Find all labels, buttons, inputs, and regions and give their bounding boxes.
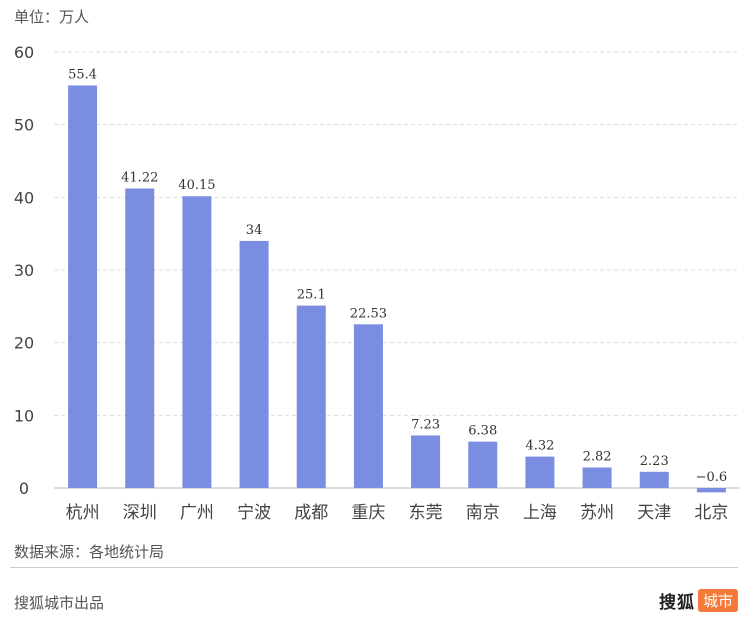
data-source: 数据来源：各地统计局: [14, 543, 165, 561]
data-label: 41.22: [121, 170, 158, 185]
bar: [468, 441, 498, 488]
y-tick-label: 40: [14, 188, 34, 207]
x-tick-label: 广州: [180, 503, 214, 523]
sohu-city-logo: 搜狐 城市: [659, 588, 738, 613]
x-tick-label: 重庆: [351, 503, 385, 523]
bar: [68, 85, 98, 488]
x-tick-label: 天津: [637, 503, 671, 523]
y-tick-label: 50: [14, 116, 34, 135]
bar: [411, 435, 441, 488]
x-tick-label: 上海: [523, 503, 557, 523]
bar: [639, 471, 669, 488]
bar: [239, 240, 269, 488]
data-label: 2.23: [640, 454, 669, 469]
y-tick-label: 0: [19, 479, 29, 498]
data-label: 34: [246, 223, 263, 238]
x-tick-label: 东莞: [409, 503, 443, 523]
data-label: 22.53: [350, 306, 387, 321]
credit-text: 搜狐城市出品: [14, 594, 105, 612]
bar: [353, 324, 383, 488]
data-label: 7.23: [411, 417, 440, 432]
data-label: 40.15: [178, 178, 215, 193]
logo-text: 搜狐: [658, 593, 695, 613]
bar: [182, 196, 212, 488]
x-tick-label: 深圳: [123, 503, 157, 523]
y-tick-label: 30: [14, 261, 34, 280]
data-label: 6.38: [468, 424, 497, 439]
bar: [696, 488, 726, 493]
bar: [125, 188, 155, 488]
data-label: 55.4: [68, 67, 97, 82]
x-tick-label: 北京: [694, 503, 728, 523]
x-tick-label: 苏州: [580, 503, 614, 523]
x-tick-label: 成都: [294, 503, 328, 523]
bar: [582, 467, 612, 488]
bar: [525, 456, 555, 488]
x-tick-label: 南京: [466, 503, 500, 523]
bar: [296, 305, 326, 488]
logo-badge: 城市: [697, 589, 738, 612]
data-label: −0.6: [696, 470, 728, 485]
x-tick-label: 宁波: [237, 503, 271, 523]
y-tick-label: 10: [14, 406, 34, 425]
y-tick-label: 60: [14, 43, 34, 62]
data-label: 4.32: [525, 439, 554, 454]
data-label: 2.82: [583, 450, 612, 465]
x-tick-label: 杭州: [66, 503, 100, 523]
unit-label: 单位：万人: [14, 8, 90, 26]
bar-chart: 0 10 20 30 40 50 60 55.4 杭州 41.22 深圳 40.15 广州 34 宁波 25.…: [14, 43, 740, 523]
data-label: 25.1: [297, 288, 326, 303]
divider: [10, 567, 738, 568]
y-tick-label: 20: [14, 334, 34, 353]
